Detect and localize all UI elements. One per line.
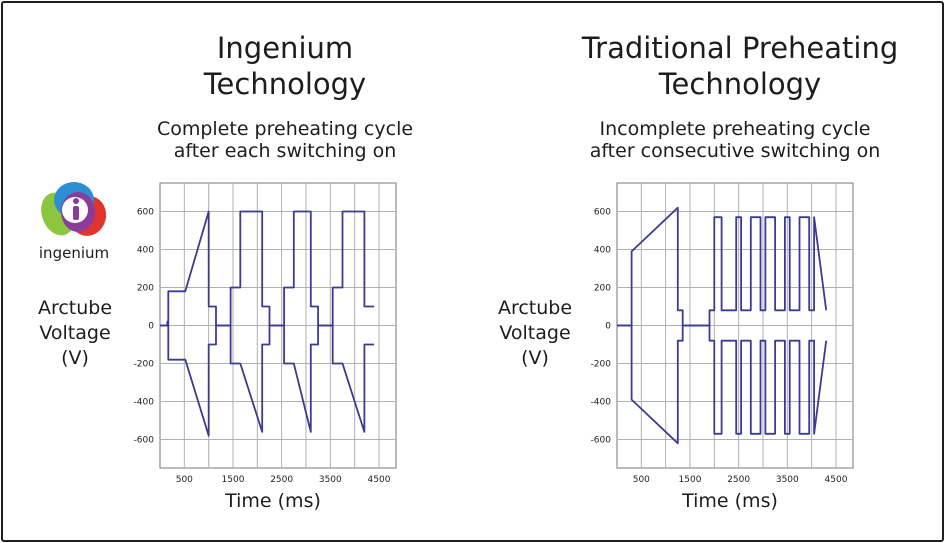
left-x-tick-label: 4500 bbox=[368, 475, 391, 485]
left-x-tick-label: 3500 bbox=[319, 475, 342, 485]
left-y-tick-label: 200 bbox=[137, 284, 154, 294]
right-x-tick-label: 500 bbox=[633, 475, 650, 485]
right-x-tick-label: 1500 bbox=[679, 475, 702, 485]
right-x-tick-label: 2500 bbox=[727, 475, 750, 485]
left-x-tick-label: 1500 bbox=[222, 475, 245, 485]
right-subtitle-line1: Incomplete preheating cycle bbox=[599, 118, 871, 140]
right-y-tick-label: 400 bbox=[594, 246, 611, 256]
right-title-line1: Traditional Preheating bbox=[581, 31, 899, 65]
right-title: Traditional Preheating Technology bbox=[560, 30, 920, 102]
left-y-tick-label: -400 bbox=[134, 398, 155, 408]
left-subtitle-line2: after each switching on bbox=[173, 140, 397, 162]
left-subtitle-line1: Complete preheating cycle bbox=[156, 118, 414, 140]
right-chart: 600 400 200 0 -200 -400 -600 500 1500 2500 3500 450… bbox=[591, 182, 854, 485]
left-ylabel-line3: (V) bbox=[61, 347, 89, 369]
left-ylabel-line2: Voltage bbox=[39, 322, 111, 344]
right-series-line-1 bbox=[617, 206, 828, 327]
ingenium-logo-icon bbox=[41, 182, 107, 236]
left-x-axis-label: Time (ms) bbox=[225, 490, 321, 512]
right-x-axis-label: Time (ms) bbox=[682, 490, 778, 512]
right-ylabel-line2: Voltage bbox=[499, 322, 571, 344]
right-title-line2: Technology bbox=[658, 67, 822, 101]
right-y-tick-label: 600 bbox=[594, 208, 611, 218]
right-y-tick-label: 200 bbox=[594, 284, 611, 294]
right-y-tick-label: 0 bbox=[605, 322, 611, 332]
right-series-line-2 bbox=[617, 324, 828, 445]
left-ylabel-line1: Arctube bbox=[37, 297, 113, 319]
left-series-line-2 bbox=[160, 324, 375, 437]
right-ylabel-line1: Arctube bbox=[497, 297, 573, 319]
right-y-tick-label: -600 bbox=[591, 436, 612, 446]
left-x-tick-label: 2500 bbox=[270, 475, 293, 485]
left-x-tick-label: 500 bbox=[176, 475, 193, 485]
left-y-tick-label: -200 bbox=[134, 360, 155, 370]
right-subtitle: Incomplete preheating cycle after consec… bbox=[560, 118, 910, 162]
logo-label: ingenium bbox=[38, 244, 110, 262]
right-y-axis-label: Arctube Voltage (V) bbox=[490, 296, 580, 371]
right-subtitle-line2: after consecutive switching on bbox=[589, 140, 881, 162]
left-title-line1: Ingenium bbox=[216, 31, 354, 65]
left-title: Ingenium Technology bbox=[155, 30, 415, 102]
left-y-tick-label: 600 bbox=[137, 208, 154, 218]
right-ylabel-line3: (V) bbox=[521, 347, 549, 369]
right-y-tick-label: -200 bbox=[591, 360, 612, 370]
left-y-tick-label: 0 bbox=[148, 322, 154, 332]
left-subtitle: Complete preheating cycle after each swi… bbox=[115, 118, 455, 162]
left-y-tick-label: 400 bbox=[137, 246, 154, 256]
left-title-line2: Technology bbox=[203, 67, 367, 101]
left-y-axis-label: Arctube Voltage (V) bbox=[30, 296, 120, 371]
left-chart: 600 400 200 0 -200 -400 -600 500 1500 2500 3500 450… bbox=[134, 182, 397, 485]
right-x-tick-label: 4500 bbox=[825, 475, 848, 485]
left-series-line-1 bbox=[160, 210, 375, 327]
right-x-tick-label: 3500 bbox=[776, 475, 799, 485]
left-y-tick-label: -600 bbox=[134, 436, 155, 446]
right-y-tick-label: -400 bbox=[591, 398, 612, 408]
